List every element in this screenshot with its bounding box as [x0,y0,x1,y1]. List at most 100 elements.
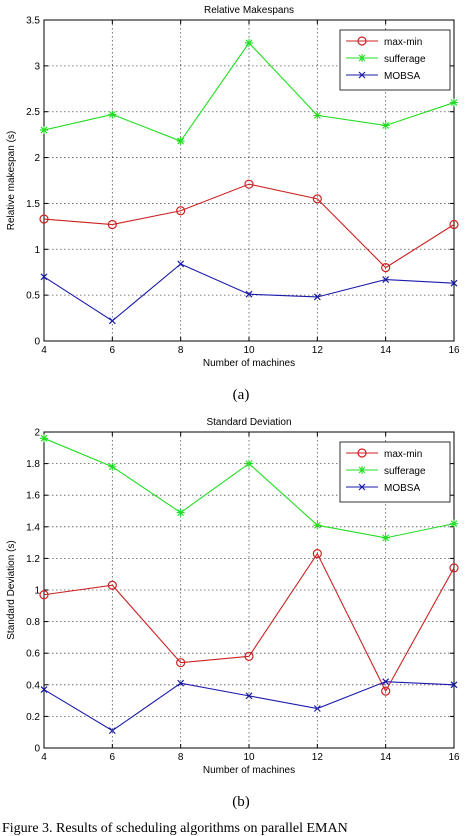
data-point-max-min [381,263,391,273]
data-point-mobsa [245,692,253,700]
x-axis-label: Number of machines [203,765,295,776]
data-point-max-min [244,651,254,661]
data-point-max-min [39,590,49,600]
y-tick-label: 0 [34,744,40,755]
series-line-max-min [43,183,455,269]
x-axis-label: Number of machines [203,358,295,369]
data-point-max-min [449,563,459,573]
series-line-max-min [43,552,455,693]
data-point-sufferage [40,434,48,443]
data-point-sufferage [450,98,458,107]
x-tick-label: 14 [380,345,392,356]
data-point-sufferage [313,111,322,120]
data-point-sufferage [313,521,322,530]
data-point-sufferage [381,533,390,542]
data-point-sufferage [245,38,253,47]
x-tick-label: 12 [312,752,324,763]
y-tick-label: 1.6 [26,491,40,502]
legend-label-sufferage: sufferage [384,466,426,477]
chart-relative-makespans: 4 6 8 10 12 14 16 0 0.5 1 1.5 2 2.5 3 3.5 Relative Make… [6,5,460,403]
data-point-max-min [244,179,254,189]
y-tick-label: 1.4 [26,522,40,533]
data-point-max-min [312,549,322,559]
legend-label-max-min: max-min [384,37,422,48]
panel-label: (a) [233,387,250,403]
y-tick-label: 2 [34,153,40,164]
data-point-sufferage [450,519,458,528]
chart-title: Standard Deviation [206,417,291,428]
data-point-mobsa [450,681,458,689]
x-tick-label: 10 [243,345,255,356]
legend-marker-sufferage [358,466,366,474]
data-point-max-min [312,194,322,204]
x-tick-label: 12 [312,345,324,356]
data-point-max-min [381,686,391,696]
legend-label-max-min: max-min [384,449,422,460]
data-point-sufferage [108,462,117,471]
x-tick-label: 4 [41,752,47,763]
y-tick-label: 1.2 [26,554,40,565]
data-point-max-min [449,219,459,230]
y-tick-label: 0.5 [26,291,40,302]
data-point-mobsa [108,727,116,735]
legend-marker-max-min [357,36,367,46]
data-point-sufferage [176,137,185,146]
data-point-sufferage [176,508,185,517]
data-point-mobsa [313,293,321,301]
data-point-mobsa [382,678,390,686]
legend-marker-sufferage [358,54,366,62]
legend-marker-mobsa [358,71,366,79]
data-point-mobsa [40,686,48,693]
y-tick-label: 0.6 [26,649,40,660]
y-tick-label: 0.8 [26,617,40,628]
y-tick-label: 2.5 [26,107,40,118]
data-point-max-min [39,214,49,224]
data-point-sufferage [108,110,117,119]
data-point-mobsa [450,279,458,287]
data-point-mobsa [245,290,253,298]
x-tick-label: 16 [448,752,460,763]
x-tick-label: 6 [110,752,116,763]
y-tick-label: 1 [34,245,40,256]
y-tick-label: 1.8 [26,459,40,470]
y-tick-label: 0 [34,337,40,348]
y-tick-label: 0.4 [26,680,40,691]
x-tick-label: 10 [243,752,255,763]
data-point-mobsa [313,705,321,712]
x-tick-label: 8 [178,752,184,763]
x-tick-label: 8 [178,345,184,356]
data-point-max-min [107,580,117,590]
legend-marker-mobsa [358,483,366,491]
y-tick-label: 0.2 [26,712,40,723]
y-tick-label: 2 [34,428,40,439]
y-tick-label: 3 [34,61,40,72]
data-point-sufferage [381,121,390,130]
chart-title: Relative Makespans [204,5,294,16]
legend-label-mobsa: MOBSA [384,483,420,494]
data-point-mobsa [40,273,48,281]
data-point-mobsa [177,260,185,268]
legend-marker-max-min [357,448,367,458]
data-point-max-min [176,206,186,216]
panel-label: (b) [232,794,250,810]
data-point-mobsa [177,679,185,687]
x-tick-label: 4 [41,345,47,356]
figure-caption: Figure 3. Results of scheduling algorith… [2,821,348,836]
data-point-mobsa [108,317,116,325]
x-tick-label: 14 [380,752,392,763]
chart-standard-deviation: 4 6 8 10 12 14 16 0 0.2 0.4 0.6 0.8 1 1.2 1.4 1.6 1.8 2 St… [6,417,460,810]
data-point-sufferage [40,126,48,135]
y-axis-label: Relative makespan (s) [6,131,17,230]
data-point-max-min [107,219,117,230]
y-tick-label: 3.5 [26,16,40,27]
data-point-max-min [176,658,186,668]
y-tick-label: 1.5 [26,199,40,210]
y-axis-label: Standard Deviation (s) [6,540,17,640]
legend-label-sufferage: sufferage [384,54,426,65]
data-point-sufferage [245,459,253,468]
legend-label-mobsa: MOBSA [384,71,420,82]
y-tick-label: 1 [34,586,40,597]
data-point-mobsa [382,276,390,283]
x-tick-label: 6 [110,345,116,356]
